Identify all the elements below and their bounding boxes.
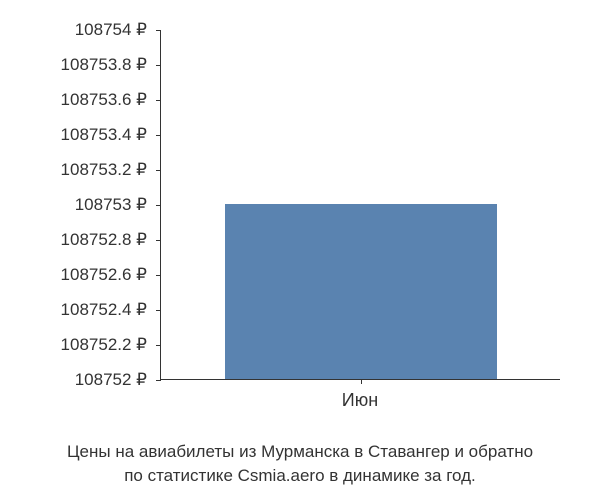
- y-tick: [156, 240, 161, 241]
- y-tick: [156, 310, 161, 311]
- y-tick-label: 108752.2 ₽: [61, 335, 147, 355]
- bar: [225, 204, 497, 379]
- y-tick: [156, 135, 161, 136]
- y-tick-label: 108752.4 ₽: [61, 300, 147, 320]
- y-tick: [156, 170, 161, 171]
- y-tick: [156, 30, 161, 31]
- y-tick-label: 108753.6 ₽: [61, 90, 147, 110]
- chart-container: 108754 ₽ 108753.8 ₽ 108753.6 ₽ 108753.4 ₽ 10…: [0, 0, 600, 500]
- y-tick-label: 108753 ₽: [75, 195, 147, 215]
- caption-line2: по статистике Csmia.aero в динамике за г…: [124, 466, 476, 485]
- y-tick-label: 108753.8 ₽: [61, 55, 147, 75]
- y-tick-label: 108752.6 ₽: [61, 265, 147, 285]
- y-tick-label: 108753.4 ₽: [61, 125, 147, 145]
- y-tick: [156, 345, 161, 346]
- y-tick: [156, 275, 161, 276]
- y-tick-label: 108752 ₽: [75, 370, 147, 390]
- y-tick-label: 108754 ₽: [75, 20, 147, 40]
- y-tick: [156, 65, 161, 66]
- y-tick: [156, 100, 161, 101]
- y-tick: [156, 205, 161, 206]
- x-tick: [361, 379, 362, 384]
- y-tick-label: 108753.2 ₽: [61, 160, 147, 180]
- y-tick-label: 108752.8 ₽: [61, 230, 147, 250]
- plot-area: [160, 30, 560, 380]
- x-tick-label: Июн: [342, 390, 378, 411]
- y-tick: [156, 380, 161, 381]
- y-axis-labels: 108754 ₽108753.8 ₽108753.6 ₽108753.4 ₽10…: [0, 30, 155, 380]
- chart-caption: Цены на авиабилеты из Мурманска в Ставан…: [0, 440, 600, 488]
- caption-line1: Цены на авиабилеты из Мурманска в Ставан…: [67, 442, 533, 461]
